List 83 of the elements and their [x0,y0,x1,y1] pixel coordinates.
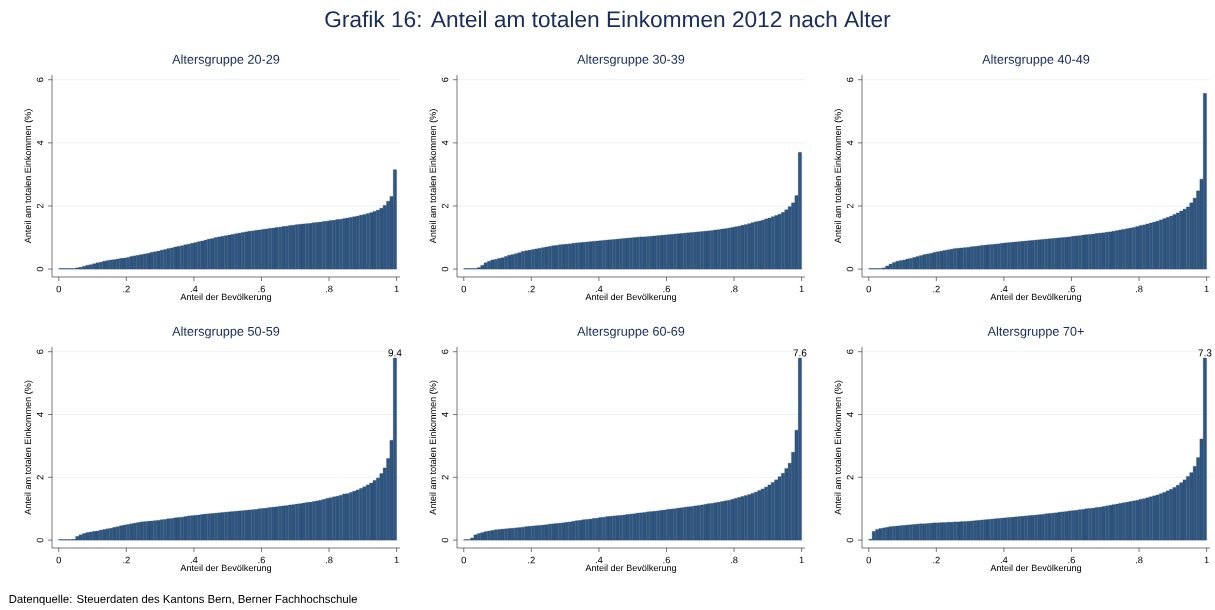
x-tick-label: 0 [866,556,871,564]
y-tick-label: 0 [846,266,854,272]
y-tick-label: 0 [36,537,44,543]
x-tick-label: 1 [394,285,399,293]
x-tick-label: .8 [1136,556,1143,564]
y-tick-label: 2 [441,475,449,480]
x-axis-title: Anteil der Bevölkerung [180,293,272,302]
y-tick-label: 0 [36,266,44,272]
y-axis-title: Anteil am totalen Einkommen (%) [834,380,843,515]
y-tick-label: 2 [36,203,44,209]
x-axis-title: Anteil der Bevölkerung [990,293,1081,302]
x-tick-label: .4 [595,285,603,293]
y-tick-label: 6 [441,349,449,354]
y-tick-label: 4 [36,140,44,146]
chart-title: Altersgruppe 30-39 [577,54,685,67]
y-tick-label: 6 [36,77,44,82]
y-tick-label: 2 [846,203,854,209]
x-tick-label: .2 [528,556,535,564]
x-tick-label: .4 [1000,285,1008,293]
x-tick-label: .8 [326,556,333,564]
annotation: 9.4 [388,349,402,357]
x-tick-label: 1 [1204,285,1209,293]
x-tick-label: .6 [663,556,670,564]
x-tick-label: 0 [56,556,61,564]
x-axis-title: Anteil der Bevölkerung [585,564,676,573]
y-tick-label: 4 [441,140,449,146]
chart-title: Altersgruppe 60-69 [577,326,685,339]
x-tick-label: 0 [56,285,61,293]
y-tick-label: 6 [36,349,44,354]
x-tick-label: 0 [461,285,466,293]
annotation: 7.3 [1198,349,1212,357]
x-tick-label: 1 [1204,556,1209,564]
x-tick-label: .6 [663,285,670,293]
y-tick-label: 2 [36,475,44,480]
x-axis-title: Anteil der Bevölkerung [180,564,272,573]
x-tick-label: 1 [394,556,399,564]
y-tick-label: 4 [441,412,449,417]
y-tick-label: 6 [846,349,854,354]
y-tick-label: 2 [441,203,449,209]
x-tick-label: .4 [190,556,198,564]
x-tick-label: 0 [461,556,466,564]
x-tick-label: .2 [528,285,535,293]
x-tick-label: .4 [190,285,198,293]
y-tick-label: 6 [441,77,449,82]
y-axis-title: Anteil am totalen Einkommen (%) [834,109,843,244]
x-tick-label: .6 [258,556,265,564]
x-tick-label: 1 [799,285,804,293]
x-tick-label: .8 [326,285,333,293]
x-tick-label: .8 [1136,285,1143,293]
y-tick-label: 6 [846,77,854,82]
x-tick-label: .6 [1068,556,1075,564]
y-tick-label: 4 [36,412,44,417]
y-tick-label: 0 [846,537,854,543]
annotation: 7.6 [793,349,807,357]
x-tick-label: 1 [799,556,804,564]
chart-title: Altersgruppe 50-59 [172,326,280,339]
x-tick-label: .4 [1000,556,1008,564]
text: Grafik 16: Anteil am totalen Einkommen 2012 nach Alter [325,10,891,28]
y-tick-label: 0 [441,537,449,543]
x-axis-title: Anteil der Bevölkerung [990,564,1081,573]
y-axis-title: Anteil am totalen Einkommen (%) [24,380,33,515]
y-axis-title: Anteil am totalen Einkommen (%) [429,380,438,515]
x-tick-label: .6 [1068,285,1075,293]
x-tick-label: 0 [866,285,871,293]
x-tick-label: .6 [258,285,265,293]
x-tick-label: .2 [123,285,130,293]
y-tick-label: 2 [846,475,854,480]
y-tick-label: 4 [846,412,854,417]
x-tick-label: .2 [933,285,940,293]
y-axis-title: Anteil am totalen Einkommen (%) [24,109,33,244]
x-tick-label: .8 [731,556,738,564]
x-tick-label: .4 [595,556,603,564]
y-tick-label: 0 [441,266,449,272]
chart-title: Altersgruppe 70+ [987,326,1084,339]
y-axis-title: Anteil am totalen Einkommen (%) [429,109,438,244]
y-tick-label: 4 [846,140,854,146]
x-tick-label: .2 [123,556,130,564]
x-axis-title: Anteil der Bevölkerung [585,293,676,302]
text: Datenquelle: Steuerdaten des Kantons Bern, Berner Fachhochschule [9,594,357,606]
chart-title: Altersgruppe 20-29 [172,54,280,67]
x-tick-label: .8 [731,285,738,293]
chart-title: Altersgruppe 40-49 [982,54,1090,67]
x-tick-label: .2 [933,556,940,564]
